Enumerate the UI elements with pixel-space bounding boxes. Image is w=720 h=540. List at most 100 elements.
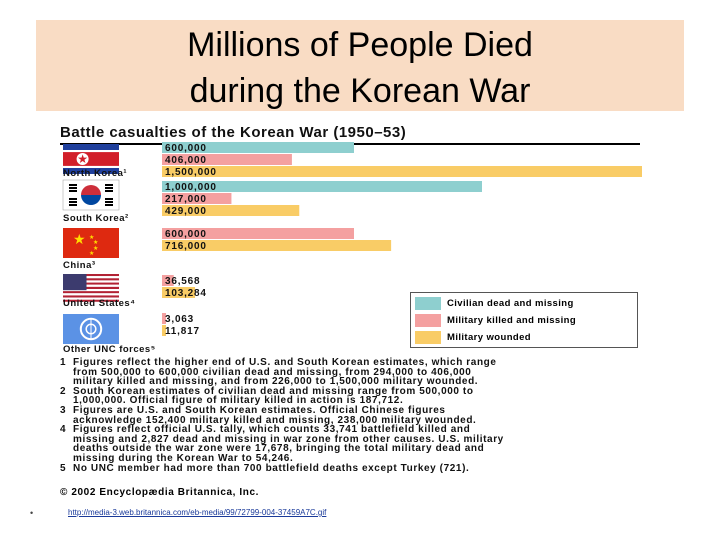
footer-bullet: •: [30, 508, 34, 518]
footnote-number: 3: [60, 404, 67, 416]
footnote-line: military killed and missing, and from 22…: [73, 376, 479, 388]
category-label: North Korea¹: [63, 168, 127, 179]
north-korea-flag-red: [63, 152, 119, 166]
footnote: 5 No UNC member had more than 700 battlef…: [60, 462, 650, 474]
south-korea-flag-blue-half: [81, 195, 101, 205]
data-label: 600,000: [165, 143, 207, 154]
category-label: United States⁴: [63, 298, 135, 309]
legend-swatch-military-wounded: [415, 331, 441, 344]
south-korea-flag-trigram-bar: [105, 184, 113, 186]
south-korea-flag-trigram-bar: [105, 204, 113, 206]
united-states-flag-stripe-red: [63, 299, 119, 302]
united-states-flag-stripe-red: [63, 286, 119, 289]
united-states-flag-stripe-white: [63, 280, 119, 283]
south-korea-flag-trigram-bar: [69, 198, 77, 200]
bar-civilian-dead-and-missing: [162, 142, 354, 153]
slide-title-line-1: Millions of People Died: [187, 26, 533, 64]
bar-civilian-dead-and-missing: [162, 181, 482, 192]
south-korea-flag-red-half: [81, 185, 101, 195]
united-states-flag-stripe-white: [63, 284, 119, 287]
footnote: 2 South Korean estimates of civilian dead…: [60, 385, 650, 407]
south-korea-flag-trigram-bar: [105, 190, 113, 192]
bar-military-wounded: [162, 205, 300, 216]
south-korea-flag-trigram-bar: [105, 198, 113, 200]
legend-label-military-killed: Military killed and missing: [447, 315, 577, 326]
data-label: 3,063: [165, 314, 194, 325]
legend-swatch-civilian: [415, 297, 441, 310]
united-states-flag-stripe-white: [63, 276, 119, 279]
footnote-number: 2: [60, 385, 67, 397]
china-flag-small-star: ★: [93, 239, 98, 246]
south-korea-flag-trigram-bar: [69, 190, 77, 192]
data-label: 36,568: [165, 276, 200, 287]
south-korea-flag-trigram-bar: [69, 187, 77, 189]
bar-military-killed-and-missing: [162, 275, 174, 286]
north-korea-flag-star: ★: [77, 152, 88, 166]
data-label: 600,000: [165, 229, 207, 240]
footnote-line: South Korean estimates of civilian dead …: [73, 385, 474, 397]
united-states-flag-stripe-red: [63, 291, 119, 294]
source-link[interactable]: http://media-3.web.britannica.com/eb-med…: [68, 508, 327, 517]
legend-item-military-killed: Military killed and missing: [415, 314, 633, 328]
footnote-line: missing during the Korean War to 54,246.: [73, 452, 294, 464]
legend-item-military-wounded: Military wounded: [415, 331, 633, 345]
united-states-flag-stripe-red: [63, 295, 119, 298]
footnote: 4 Figures reflect official U.S. tally, wh…: [60, 425, 650, 463]
bar-military-wounded: [162, 325, 166, 336]
china-flag-small-star: ★: [89, 234, 94, 241]
united-states-flag-stripe-white: [63, 289, 119, 292]
slide-title-line-2: during the Korean War: [189, 72, 531, 110]
footnote-line: 1,000,000. Official figure of military k…: [73, 395, 404, 407]
footnote-line: Figures reflect the higher end of U.S. a…: [73, 357, 497, 368]
footnote-line: No UNC member had more than 700 battlefi…: [73, 462, 470, 474]
footnote-line: Figures reflect official U.S. tally, whi…: [73, 424, 471, 436]
footnote-number: 5: [60, 462, 67, 474]
chart-copyright: © 2002 Encyclopædia Britannica, Inc.: [60, 487, 260, 498]
united-states-flag-stripe-red: [63, 282, 119, 285]
footnote: 3 Figures are U.S. and South Korean estim…: [60, 406, 650, 425]
chart-legend: Civilian dead and missing Military kille…: [410, 292, 638, 348]
south-korea-flag-trigram-bar: [105, 201, 113, 203]
china-flag: [63, 228, 119, 258]
united-states-flag-stripe-white: [63, 297, 119, 300]
data-label: 429,000: [165, 206, 207, 217]
north-korea-flag-circle: [76, 153, 89, 165]
bar-military-wounded: [162, 287, 196, 298]
bar-military-wounded: [162, 240, 392, 251]
chart-footnotes: 1 Figures reflect the higher end of U.S. …: [60, 358, 650, 473]
category-label: South Korea²: [63, 213, 129, 224]
footnote-number: 1: [60, 357, 67, 368]
footnote-line: deaths outside the war zone were 17,678,…: [73, 443, 485, 455]
bar-military-killed-and-missing: [162, 193, 232, 204]
united-states-flag-stripe-white: [63, 301, 119, 304]
south-korea-flag-trigram-bar: [69, 201, 77, 203]
south-korea-flag-trigram-bar: [69, 184, 77, 186]
footnote: 1 Figures reflect the higher end of U.S. …: [60, 358, 650, 387]
legend-label-military-wounded: Military wounded: [447, 332, 531, 343]
footnote-number: 4: [60, 424, 67, 436]
bar-military-killed-and-missing: [162, 154, 292, 165]
bar-military-wounded: [162, 166, 642, 177]
united-states-flag-stripe-red: [63, 278, 119, 281]
data-label: 1,000,000: [165, 182, 217, 193]
south-korea-flag-trigram-bar: [105, 187, 113, 189]
south-korea-flag-trigram-bar: [69, 204, 77, 206]
data-label: 406,000: [165, 155, 207, 166]
category-label: China³: [63, 260, 96, 271]
china-flag-small-star: ★: [89, 250, 94, 257]
bar-military-killed-and-missing: [162, 228, 354, 239]
data-label: 217,000: [165, 194, 207, 205]
legend-swatch-military-killed: [415, 314, 441, 327]
united-states-flag-stripe-white: [63, 293, 119, 296]
footnote-line: Figures are U.S. and South Korean estima…: [73, 404, 446, 416]
united-states-flag-canton: [63, 274, 87, 291]
china-flag-small-star: ★: [93, 245, 98, 252]
data-label: 1,500,000: [165, 167, 217, 178]
footnote-line: acknowledge 152,400 military killed and …: [73, 414, 477, 426]
footnote-line: missing and 2,827 dead and missing in wa…: [73, 433, 504, 445]
data-label: 103,284: [165, 288, 207, 299]
united-states-flag-stripe-red: [63, 274, 119, 277]
category-label: Other UNC forces⁵: [63, 344, 156, 355]
legend-item-civilian: Civilian dead and missing: [415, 297, 633, 311]
